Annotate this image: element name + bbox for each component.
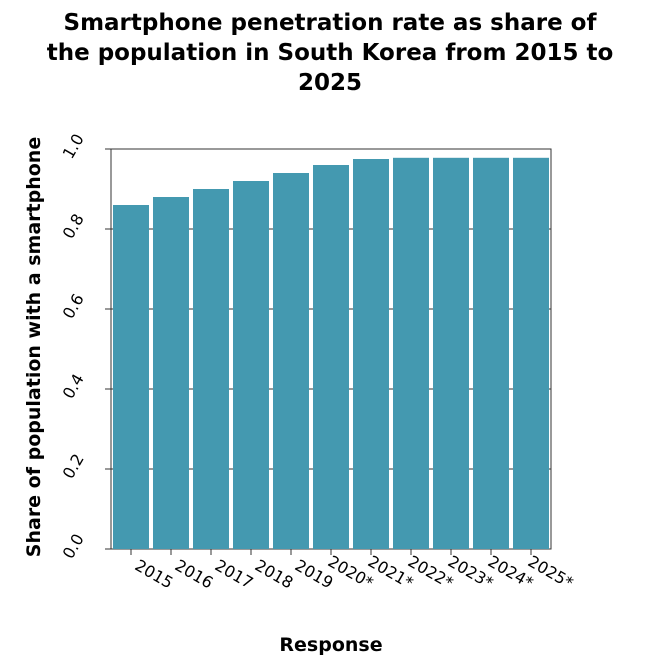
bar-2018 [233,181,269,549]
bar-2020-star [313,165,349,549]
bar-2022-star [393,157,429,550]
y-tick-label-5: 1.0 [59,130,88,162]
y-tick-label-3: 0.6 [59,290,88,322]
bar-2024-star [473,157,509,550]
bar-2016 [153,197,189,549]
y-tick-label-0: 0.0 [59,530,88,562]
y-tick-label-1: 0.2 [59,450,88,482]
y-tick-label-2: 0.4 [59,370,88,402]
bar-2015 [113,205,149,549]
x-tick-label-2024-star: 2024* [485,552,537,593]
x-tick-label-2023-star: 2023* [445,552,497,593]
plot-area: 0.00.20.40.60.81.02015201620172018201920… [59,130,577,592]
bar-2017 [193,189,229,549]
x-tick-label-2015: 2015 [132,556,177,593]
chart-title-line-3: 2025 [298,70,362,96]
bar-2023-star [433,157,469,550]
bar-2021-star [353,159,389,549]
chart-title-line-1: Smartphone penetration rate as share of [64,10,598,36]
x-tick-label-2021-star: 2021* [365,552,417,593]
bar-2019 [273,173,309,549]
x-tick-label-2016: 2016 [172,556,217,593]
y-tick-label-4: 0.8 [59,210,88,242]
chart-title: Smartphone penetration rate as share of … [47,10,614,96]
y-axis-label: Share of population with a smartphone [23,137,45,557]
x-tick-label-2025-star: 2025* [525,552,577,593]
x-tick-label-2020-star: 2020* [325,552,377,593]
x-axis-label: Response [279,634,382,656]
x-tick-label-2022-star: 2022* [405,552,457,593]
chart-title-line-2: the population in South Korea from 2015 … [47,40,614,66]
x-tick-label-2017: 2017 [212,556,257,593]
x-tick-label-2018: 2018 [252,556,297,593]
bar-2025-star [513,157,549,550]
